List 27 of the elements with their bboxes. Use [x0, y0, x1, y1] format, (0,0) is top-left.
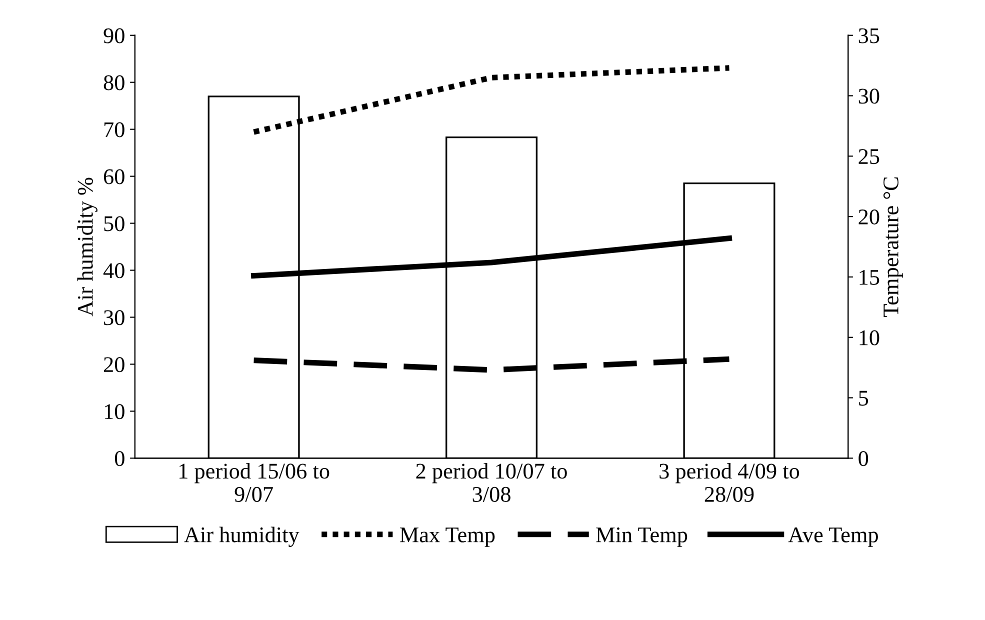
legend-label: Min Temp [596, 527, 688, 547]
y-tick-label: 70 [104, 122, 124, 138]
y-tick-label: 60 [104, 169, 124, 184]
y2-tick-label: 20 [858, 209, 880, 224]
y-tick-label: 20 [104, 357, 124, 372]
y2-tick-label: 0 [858, 451, 868, 466]
legend-label: Air humidity [184, 526, 300, 547]
y2-tick-label: 30 [858, 88, 880, 104]
y-tick-label: 90 [104, 28, 124, 44]
y2-tick-label: 5 [859, 390, 868, 406]
x-tick-label: 3 period 4/09 to 28/09 [660, 463, 800, 502]
y-tick-label: 80 [104, 75, 124, 90]
x-tick-label: 2 period 10/07 to 3/08 [416, 463, 567, 502]
y2-tick-label: 10 [860, 330, 880, 346]
legend-label: Ave Temp [788, 527, 878, 547]
y-tick-label: 50 [104, 216, 124, 232]
legend-label: Max Temp [400, 528, 495, 547]
y-tick-label: 40 [103, 263, 124, 278]
y-tick-label: 10 [104, 404, 124, 420]
y-tick-label: 30 [104, 310, 124, 326]
y2-tick-label: 35 [858, 28, 880, 44]
y-tick-label: 0 [114, 451, 124, 466]
y2-axis-title: Temperature °C [883, 177, 903, 317]
y2-tick-label: 15 [860, 270, 880, 285]
y-axis-title: Air humidity % [77, 178, 98, 316]
y2-tick-label: 25 [858, 149, 880, 164]
x-tick-label: 1 period 15/06 to 9/07 [180, 463, 330, 502]
